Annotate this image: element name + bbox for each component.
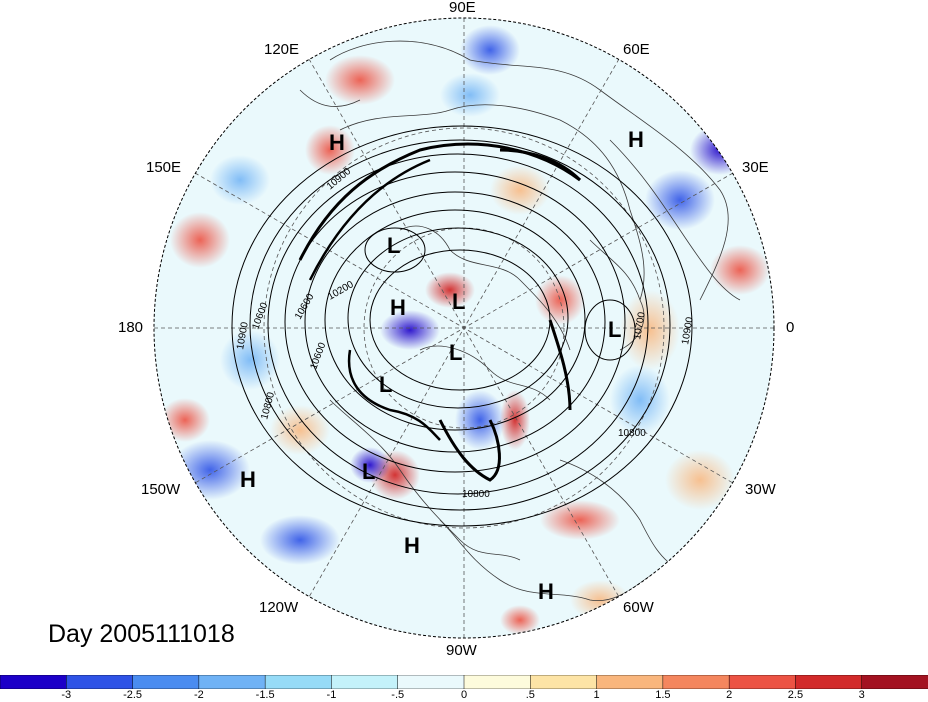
contour-label: 10700 xyxy=(632,311,648,341)
anomaly-patch xyxy=(170,440,250,500)
anomaly-patch xyxy=(610,365,670,435)
colorbar-tick-label: 2 xyxy=(726,689,733,701)
longitude-label-90E: 90E xyxy=(449,0,476,16)
anomaly-patch xyxy=(500,605,540,635)
low-pressure-marker: L xyxy=(608,317,622,342)
colorbar-swatch xyxy=(861,675,928,689)
high-pressure-marker: H xyxy=(404,533,420,558)
anomaly-patch xyxy=(260,515,340,565)
colorbar-tick-label: 3 xyxy=(858,689,865,701)
colorbar xyxy=(0,675,928,689)
colorbar-tick-label: 0 xyxy=(460,689,468,701)
anomaly-patch xyxy=(380,310,440,350)
colorbar-tick-label: .5 xyxy=(525,689,535,701)
colorbar-swatch xyxy=(331,675,399,689)
longitude-label-150W: 150W xyxy=(141,481,181,498)
contour-label: 10800 xyxy=(618,428,646,439)
longitude-label-120W: 120W xyxy=(259,599,299,616)
date-label: Day 2005111018 xyxy=(48,620,235,648)
colorbar-swatch xyxy=(728,675,797,689)
high-pressure-marker: H xyxy=(538,579,554,604)
colorbar-tick-label: 2.5 xyxy=(787,689,804,701)
colorbar-tick-label: -1 xyxy=(326,689,337,701)
colorbar-tick-label: -.5 xyxy=(391,689,405,701)
anomaly-patch xyxy=(620,290,680,370)
low-pressure-marker: L xyxy=(362,459,376,484)
colorbar-tick-label: -3 xyxy=(61,689,72,701)
colorbar-swatch xyxy=(66,675,134,689)
low-pressure-marker: L xyxy=(449,340,463,365)
map-boundary xyxy=(153,17,775,639)
longitude-label-120E: 120E xyxy=(264,41,300,58)
anomaly-patch xyxy=(690,125,750,175)
anomaly-patch xyxy=(460,25,520,75)
longitude-label-30W: 30W xyxy=(745,481,776,498)
colorbar-swatch xyxy=(530,675,598,689)
longitude-label-150E: 150E xyxy=(146,159,182,176)
high-pressure-marker: H xyxy=(329,130,345,155)
anomaly-patch xyxy=(210,155,270,205)
anomaly-patch xyxy=(710,245,770,295)
anomaly-patch xyxy=(325,55,395,105)
colorbar-tick-label: 1 xyxy=(593,689,600,701)
low-pressure-marker: L xyxy=(387,233,401,258)
high-pressure-marker: H xyxy=(390,295,406,320)
anomaly-patch xyxy=(540,500,620,540)
colorbar-tick-label: -2.5 xyxy=(123,689,143,701)
colorbar-swatch xyxy=(132,675,200,689)
contour-label: 10900 xyxy=(680,316,696,346)
anomaly-patch xyxy=(490,165,550,215)
anomaly-patch xyxy=(570,580,630,620)
longitude-label-60W: 60W xyxy=(623,599,654,616)
longitude-label-30E: 30E xyxy=(742,159,769,176)
longitude-label-0: 0 xyxy=(786,319,795,336)
colorbar-swatch xyxy=(596,675,664,689)
anomaly-patch xyxy=(425,272,475,308)
colorbar-swatch xyxy=(264,675,333,689)
contour-label: 10900 xyxy=(235,321,251,351)
colorbar-swatch xyxy=(662,675,730,689)
colorbar-tick-label: -2 xyxy=(193,689,204,701)
anomaly-patch xyxy=(500,390,530,450)
anomaly-patch xyxy=(665,450,735,510)
longitude-label-180: 180 xyxy=(118,319,144,336)
height-contours xyxy=(231,125,693,527)
anomaly-field xyxy=(154,18,774,638)
anomaly-patch xyxy=(440,73,500,117)
colorbar-swatch xyxy=(795,675,863,689)
high-pressure-marker: H xyxy=(628,127,644,152)
colorbar-swatch xyxy=(463,675,532,689)
low-pressure-marker: L xyxy=(379,372,393,397)
high-pressure-marker: H xyxy=(240,467,256,492)
anomaly-patch xyxy=(170,212,230,268)
colorbar-tick-label: -1.5 xyxy=(255,689,275,701)
anomaly-patch xyxy=(645,170,715,230)
anomaly-patch xyxy=(455,390,505,450)
low-pressure-marker: L xyxy=(452,289,466,314)
anomaly-patch xyxy=(305,125,355,175)
colorbar-swatch xyxy=(397,675,465,689)
contour-label: 10800 xyxy=(462,489,490,500)
colorbar-swatch xyxy=(198,675,266,689)
longitude-label-90W: 90W xyxy=(446,642,477,659)
colorbar-swatch xyxy=(0,675,68,689)
longitude-label-60E: 60E xyxy=(623,41,650,58)
anomaly-patch xyxy=(160,398,210,442)
colorbar-tick-label: 1.5 xyxy=(655,689,671,701)
